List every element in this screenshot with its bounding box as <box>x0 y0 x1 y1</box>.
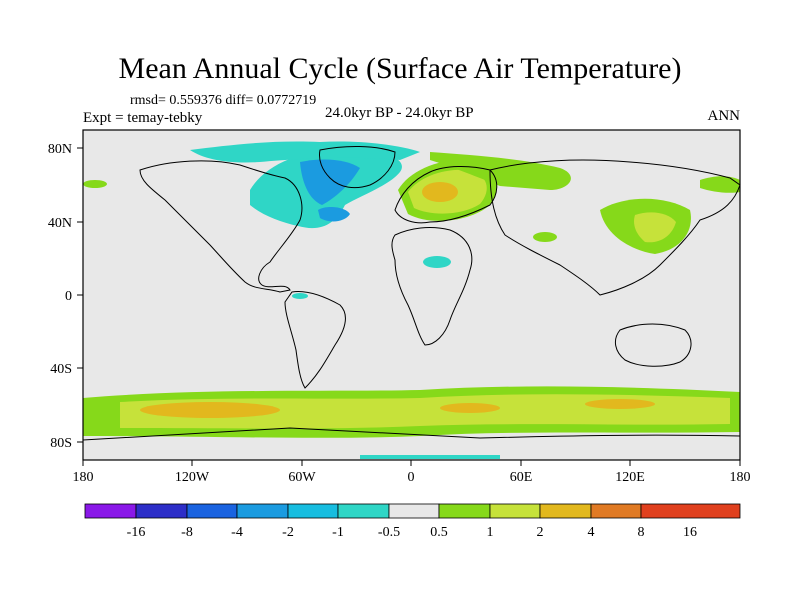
colorbar-swatch <box>135 503 188 519</box>
colorbar-swatch <box>236 503 289 519</box>
colorbar-swatch <box>438 503 491 519</box>
lon-tick-label: 120W <box>175 470 210 485</box>
colorbar-label: -4 <box>231 525 243 540</box>
colorbar-label: 2 <box>537 525 544 540</box>
colorbar-swatch <box>489 503 541 519</box>
colorbar-swatch <box>539 503 592 519</box>
colorbar-swatch <box>186 503 238 519</box>
colorbar-swatch <box>640 503 741 519</box>
coastline-asia <box>489 159 741 296</box>
lon-tick-label: 60E <box>510 470 533 485</box>
lat-tick-label: 40N <box>48 216 72 231</box>
coastline-greenland <box>319 145 396 189</box>
colorbar-label: 16 <box>683 525 697 540</box>
lon-tick-label: 60W <box>288 470 316 485</box>
lat-axis: 80N 40N 0 40S 80S <box>48 142 83 451</box>
southern-ocean-yellow-band <box>120 394 730 429</box>
period-label: 24.0kyr BP - 24.0kyr BP <box>325 105 474 121</box>
colorbar-label: 8 <box>638 525 645 540</box>
colorbar-label: 0.5 <box>430 525 448 540</box>
plot-title: Mean Annual Cycle (Surface Air Temperatu… <box>118 52 682 85</box>
coastlines <box>82 145 741 441</box>
southern-ocean-orange-patch <box>140 402 280 418</box>
colorbar-swatch <box>287 503 339 519</box>
lon-axis: 180 120W 60W 0 60E 120E 180 <box>73 460 751 485</box>
colorbar-swatch <box>337 503 390 519</box>
colorbar-label: 1 <box>487 525 494 540</box>
lon-tick-label: 120E <box>615 470 645 485</box>
colorbar-swatch <box>590 503 642 519</box>
stats-text: rmsd= 0.559376 diff= 0.0772719 <box>130 93 317 108</box>
colorbar-label: -8 <box>181 525 193 540</box>
coastline-europe <box>394 166 498 224</box>
north-america-cool-region <box>300 159 360 205</box>
colorbar-label: -1 <box>332 525 344 540</box>
colorbar-swatch <box>388 503 440 519</box>
lat-tick-label: 40S <box>50 362 72 377</box>
lon-tick-label: 0 <box>408 470 415 485</box>
experiment-label: Expt = temay-tebky <box>83 110 203 126</box>
season-label: ANN <box>707 108 741 124</box>
lat-tick-label: 80N <box>48 142 72 157</box>
southern-ocean-orange-patch <box>440 403 500 413</box>
colorbar-label: -2 <box>282 525 294 540</box>
lat-tick-label: 0 <box>65 289 72 304</box>
coastline-africa <box>391 227 473 346</box>
lat-tick-label: 80S <box>50 436 72 451</box>
coastline-antarctica <box>82 427 741 441</box>
colorbar: -16 -8 -4 -2 -1 -0.5 0.5 1 2 4 8 16 <box>84 503 741 540</box>
colorbar-label: -16 <box>127 525 146 540</box>
lon-tick-label: 180 <box>730 470 751 485</box>
coastline-south-america <box>284 291 346 389</box>
southern-ocean-orange-patch <box>585 399 655 409</box>
coastline-north-america <box>139 160 303 293</box>
lon-tick-label: 180 <box>73 470 94 485</box>
colorbar-label: 4 <box>588 525 595 540</box>
colorbar-label: -0.5 <box>378 525 400 540</box>
coastline-australia <box>614 323 692 367</box>
anomaly-fields <box>83 141 740 459</box>
colorbar-swatch <box>84 503 137 519</box>
